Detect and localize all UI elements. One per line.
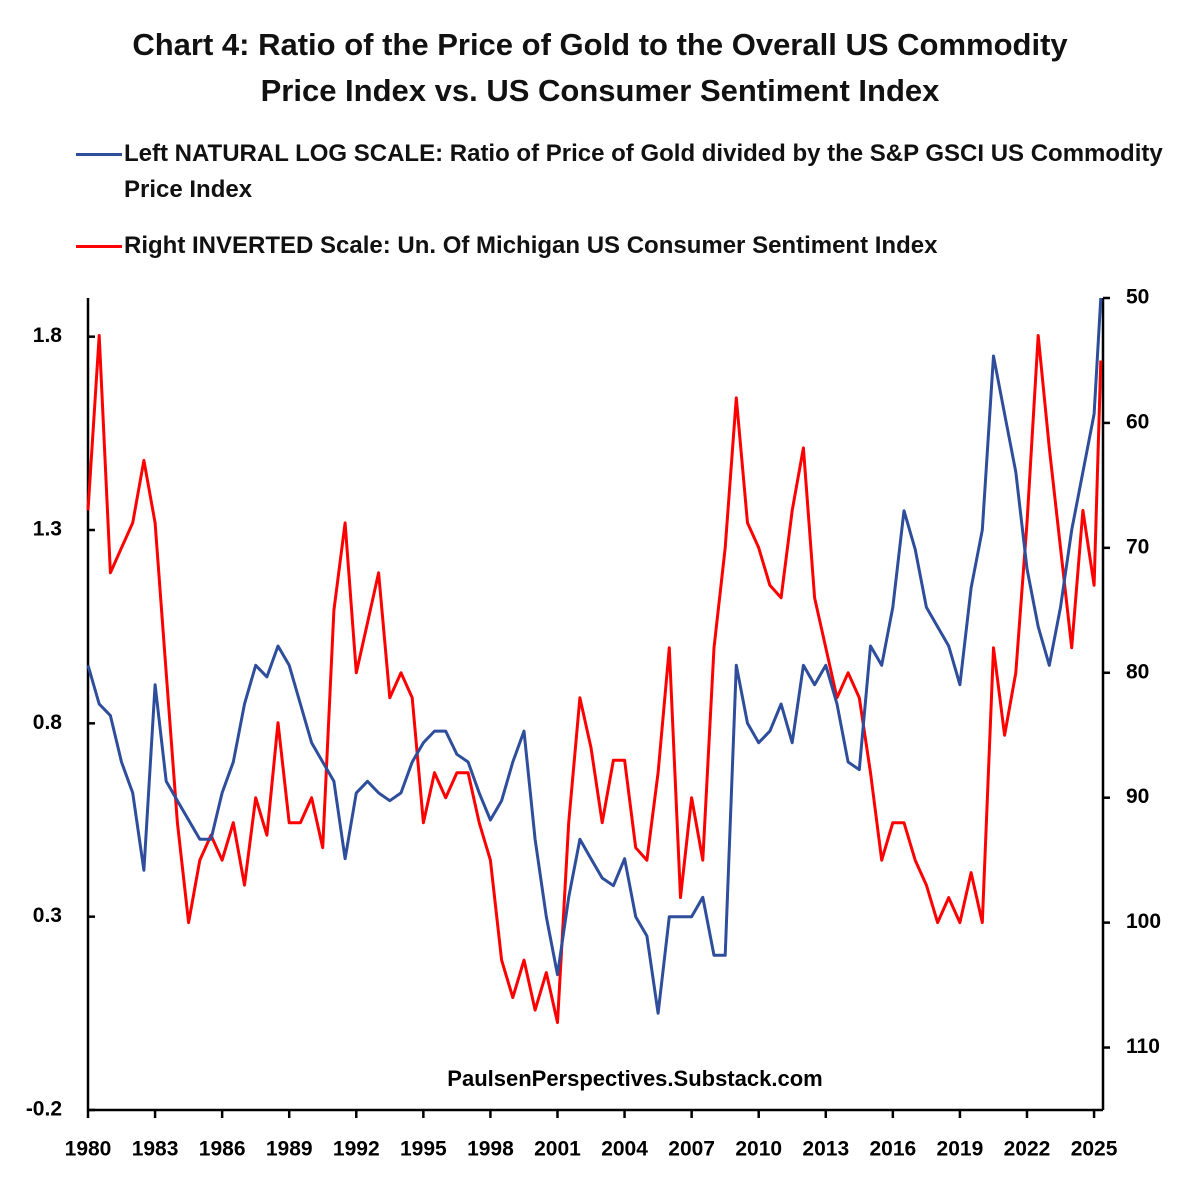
y2-tick-label: 100: [1126, 910, 1161, 933]
y-tick-label: 1.3: [33, 518, 62, 541]
x-tick-label: 2004: [601, 1138, 648, 1161]
annotation: PaulsenPerspectives.Substack.com: [447, 1066, 822, 1091]
x-tick-label: 1989: [266, 1138, 313, 1161]
x-tick-label: 2025: [1071, 1138, 1118, 1161]
legend-entry: Left NATURAL LOG SCALE: Ratio of Price o…: [76, 136, 1164, 208]
y2-tick-label: 50: [1126, 286, 1149, 309]
y2-tick-label: 70: [1126, 535, 1149, 558]
legend-label: Right INVERTED Scale: Un. Of Michigan US…: [124, 232, 938, 259]
legend-swatch: [76, 153, 122, 156]
legend-swatch: [76, 245, 122, 248]
y-tick-label: -0.2: [26, 1098, 62, 1121]
y2-tick-label: 80: [1126, 660, 1149, 683]
legend-entry: Right INVERTED Scale: Un. Of Michigan US…: [76, 228, 1124, 264]
y-tick-label: 1.8: [33, 324, 63, 347]
y-tick-label: 0.3: [33, 904, 62, 927]
x-tick-label: 2013: [802, 1138, 849, 1161]
x-tick-label: 2022: [1004, 1138, 1051, 1161]
series-line: [86, 334, 1103, 1025]
chart-title: Chart 4: Ratio of the Price of Gold to t…: [132, 27, 1068, 108]
x-tick-label: 2001: [534, 1138, 581, 1161]
y-tick-label: 0.8: [33, 711, 63, 734]
x-tick-label: 1992: [333, 1138, 380, 1161]
x-tick-label: 1995: [400, 1138, 447, 1161]
x-tick-label: 2007: [668, 1138, 715, 1161]
y2-tick-label: 110: [1126, 1035, 1160, 1058]
series-line: [86, 297, 1103, 1015]
y2-tick-label: 60: [1126, 410, 1149, 433]
legend-label: Left NATURAL LOG SCALE: Ratio of Price o…: [124, 140, 1163, 203]
x-tick-label: 2016: [869, 1138, 916, 1161]
x-tick-label: 1986: [199, 1138, 246, 1161]
x-tick-label: 1998: [467, 1138, 514, 1161]
x-tick-label: 1983: [132, 1138, 179, 1161]
x-tick-label: 1980: [65, 1138, 112, 1161]
x-tick-label: 2010: [735, 1138, 782, 1161]
x-tick-label: 2019: [937, 1138, 984, 1161]
y2-tick-label: 90: [1126, 785, 1149, 808]
